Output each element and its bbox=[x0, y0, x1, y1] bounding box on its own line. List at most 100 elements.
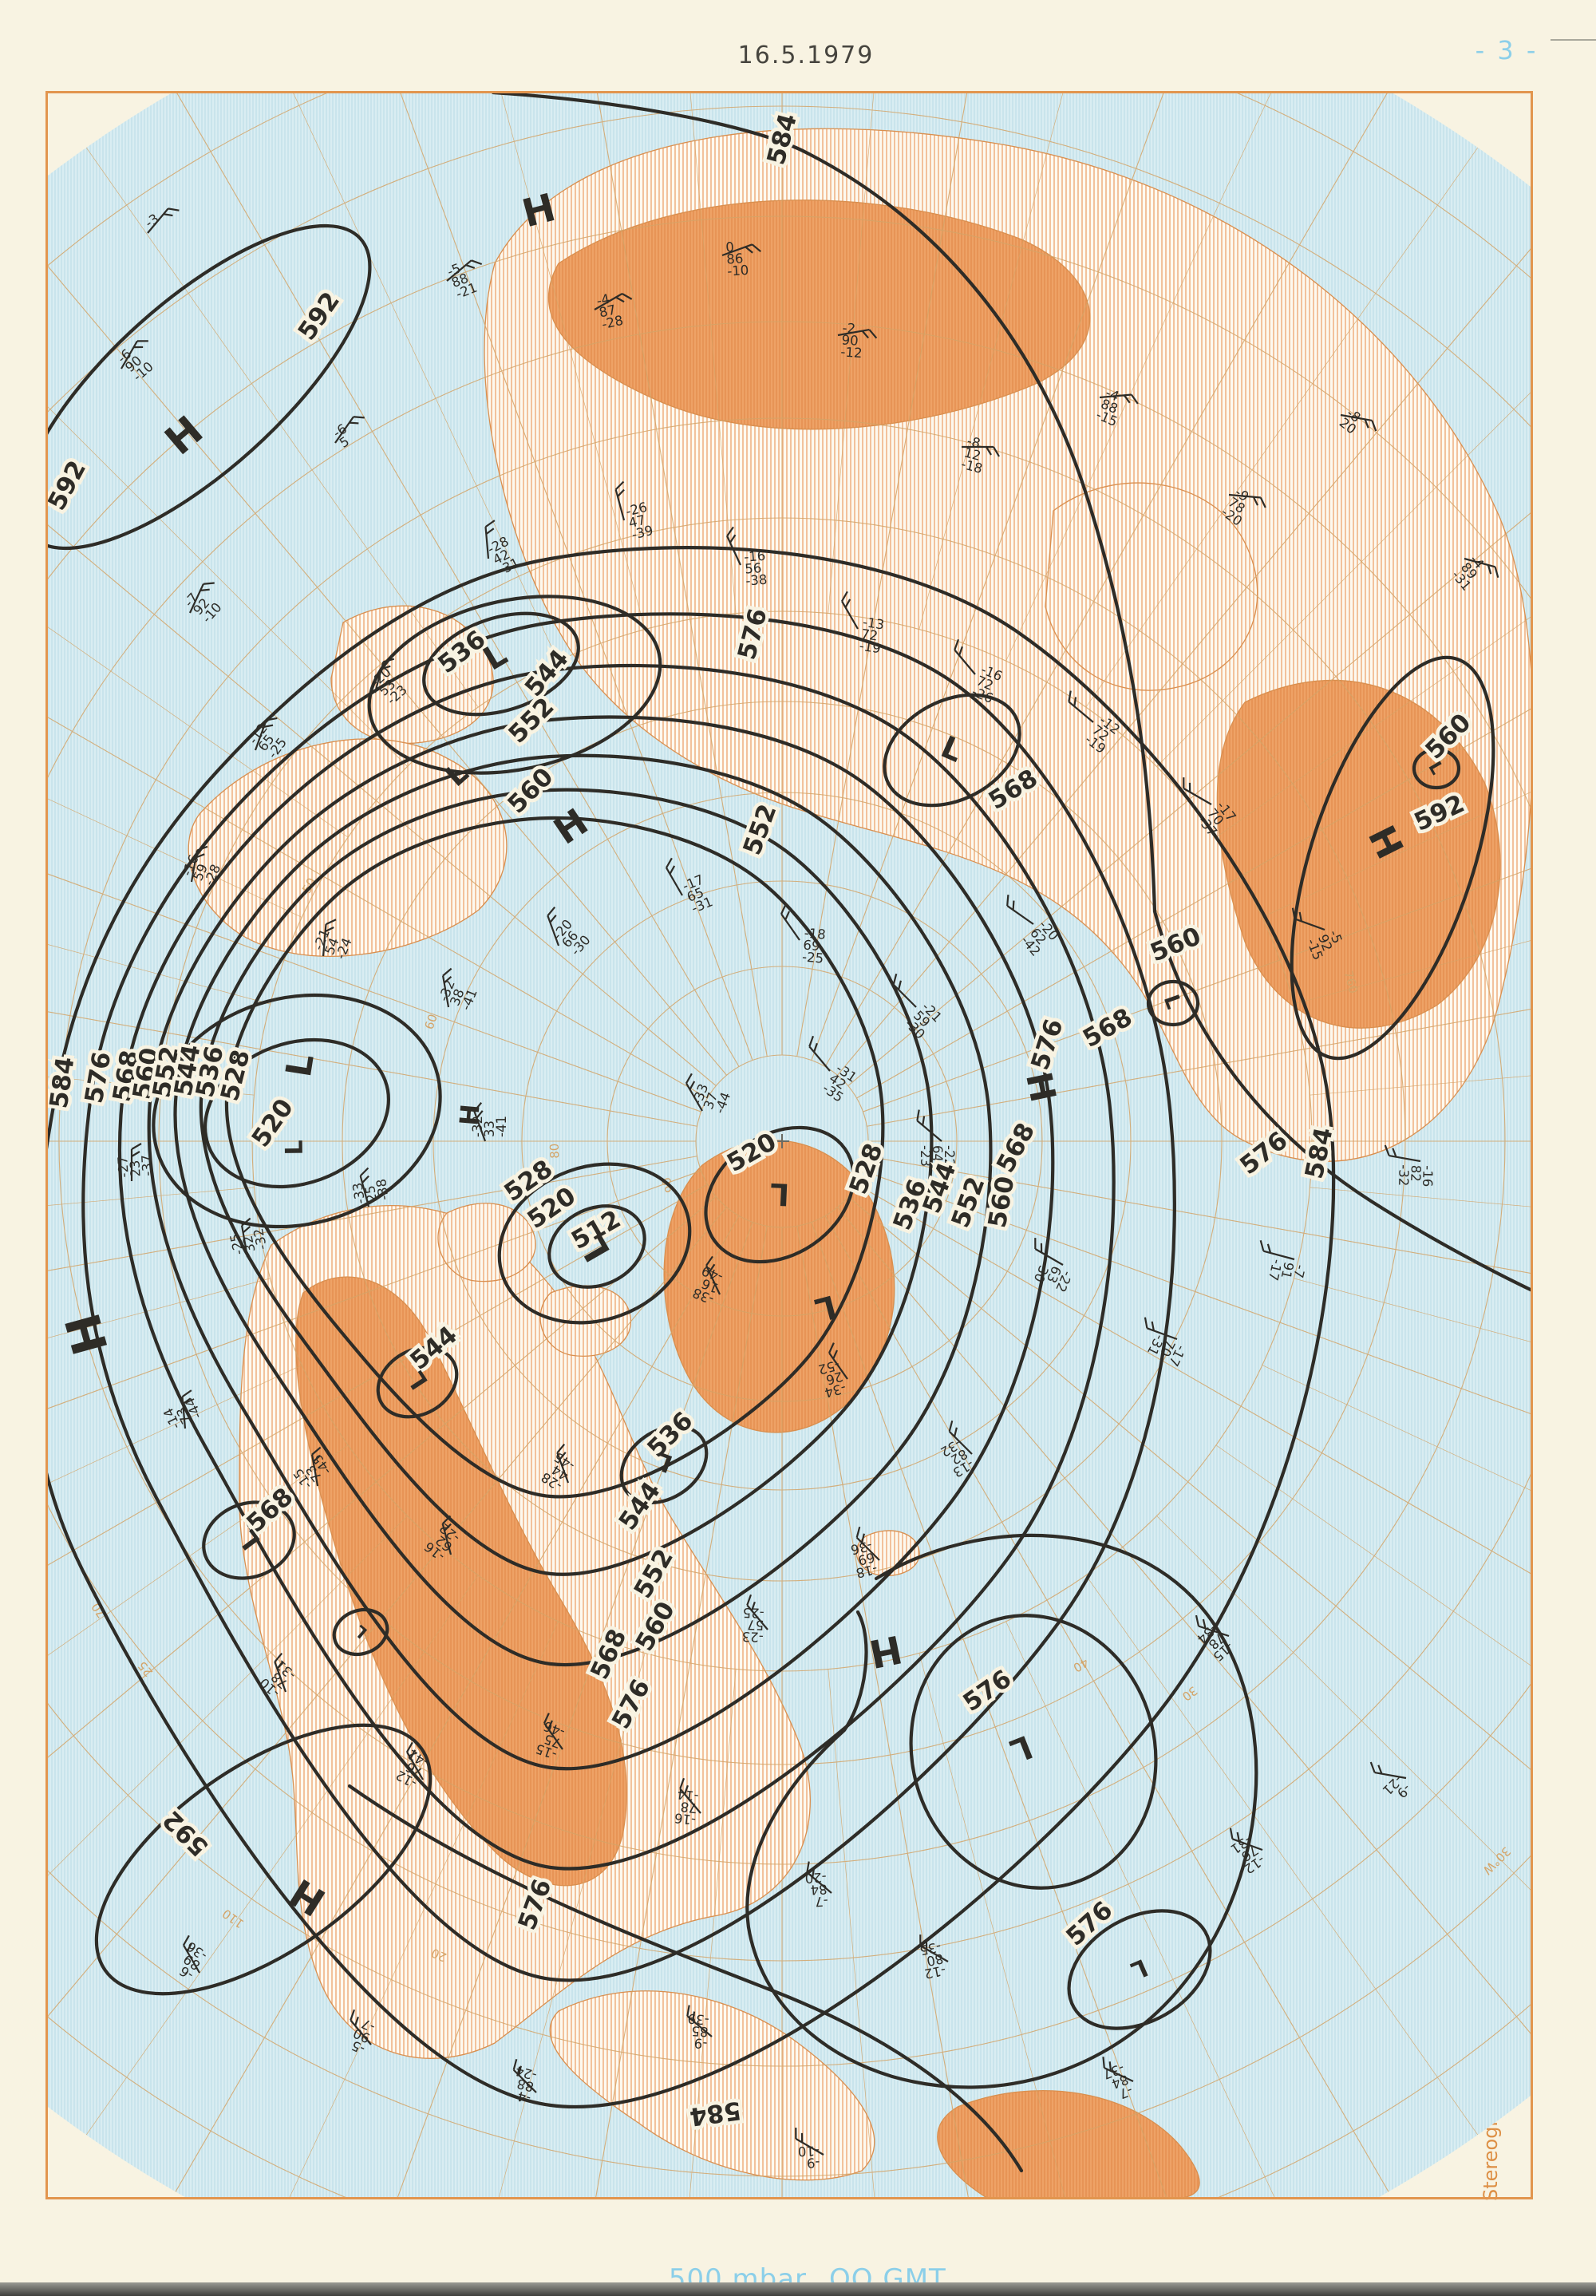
wind-barb-icon bbox=[837, 328, 878, 339]
wind-barb-icon bbox=[1291, 907, 1325, 931]
closed-contour-cell bbox=[1412, 747, 1461, 790]
wind-barb-icon bbox=[808, 1035, 831, 1072]
closed-contour-cell bbox=[909, 1614, 1158, 1890]
closed-contour-cell bbox=[704, 1125, 855, 1264]
svg-text:12: 12 bbox=[962, 445, 982, 464]
wind-barb-icon bbox=[446, 259, 483, 282]
graticule-label: 80 bbox=[547, 1143, 563, 1159]
svg-text:-2: -2 bbox=[842, 320, 856, 336]
land-mass bbox=[549, 1990, 875, 2181]
svg-text:-12: -12 bbox=[840, 344, 863, 361]
svg-text:80: 80 bbox=[926, 1950, 945, 1969]
wind-barb-icon bbox=[721, 243, 761, 257]
station-values: -985-39 bbox=[687, 2011, 709, 2052]
wind-barb-icon bbox=[726, 526, 741, 566]
wind-barb-icon bbox=[473, 1102, 487, 1142]
station-values: -588-21 bbox=[445, 261, 480, 302]
svg-text:-16: -16 bbox=[744, 548, 766, 565]
wind-barb-icon bbox=[1183, 777, 1212, 805]
svg-text:56: 56 bbox=[745, 560, 762, 576]
svg-text:-23: -23 bbox=[918, 1145, 933, 1167]
pole-mark bbox=[775, 1134, 789, 1148]
closed-contour-cell bbox=[497, 1162, 692, 1325]
svg-text:33: 33 bbox=[482, 1120, 497, 1137]
wind-barb-icon bbox=[1229, 1828, 1263, 1851]
wind-barb-icon bbox=[948, 1421, 973, 1455]
land-mass bbox=[437, 1203, 536, 1282]
wind-barb-icon bbox=[441, 1515, 452, 1555]
wind-barb-icon bbox=[855, 1527, 880, 1561]
wind-barb-icon bbox=[406, 1741, 424, 1780]
wind-barb-icon bbox=[1369, 1761, 1407, 1780]
isohypse-contours bbox=[48, 93, 1531, 2173]
wind-barb-icon bbox=[130, 1143, 142, 1181]
closed-contour-cell bbox=[1067, 1909, 1212, 2030]
svg-text:-4: -4 bbox=[1104, 385, 1122, 404]
wind-barb-icon bbox=[274, 1653, 287, 1693]
svg-text:-35: -35 bbox=[918, 1939, 942, 1958]
wind-barb-icon bbox=[512, 2059, 537, 2093]
wind-barb-icon bbox=[1068, 690, 1094, 723]
wind-barb-icon bbox=[594, 293, 633, 310]
land-mass bbox=[330, 605, 494, 745]
wind-barb-icon bbox=[359, 1167, 370, 1207]
wind-barb-icon bbox=[254, 717, 278, 751]
closed-contour-cell bbox=[1290, 655, 1495, 1061]
wind-barb-icon bbox=[916, 1109, 942, 1142]
wind-barb-icon bbox=[892, 974, 917, 1008]
svg-text:82: 82 bbox=[1408, 1165, 1424, 1183]
svg-text:69: 69 bbox=[803, 937, 821, 954]
svg-text:-19: -19 bbox=[859, 638, 882, 657]
station-values: -9-10 bbox=[797, 2143, 820, 2171]
closed-contour-cell bbox=[883, 693, 1021, 808]
svg-text:57: 57 bbox=[747, 1617, 764, 1633]
wind-barb-icon bbox=[240, 1217, 251, 1258]
date-label: 16.5.1979 bbox=[737, 41, 875, 69]
svg-text:-14: -14 bbox=[677, 1786, 700, 1804]
isohypse-open bbox=[347, 1784, 1024, 2173]
station-values: -290-12 bbox=[840, 320, 863, 361]
svg-text:-37: -37 bbox=[139, 1154, 156, 1176]
svg-text:-4: -4 bbox=[516, 2089, 532, 2107]
svg-text:-38: -38 bbox=[373, 1178, 392, 1202]
wind-barb-icon bbox=[373, 658, 395, 694]
station-plot: -489-31 bbox=[1448, 551, 1499, 594]
wind-barb-icon bbox=[1195, 1614, 1230, 1638]
svg-text:-18: -18 bbox=[804, 926, 827, 943]
svg-text:47: 47 bbox=[627, 512, 647, 532]
svg-text:-22: -22 bbox=[942, 1145, 957, 1167]
wind-barb-icon bbox=[350, 2009, 372, 2045]
wind-barb-icon bbox=[1340, 413, 1377, 432]
closed-contour-cell bbox=[202, 1500, 296, 1580]
svg-text:88: 88 bbox=[516, 2076, 535, 2095]
svg-text:-32: -32 bbox=[470, 1116, 485, 1137]
land-mass bbox=[547, 200, 1091, 430]
wind-barb-icon bbox=[189, 582, 215, 614]
svg-text:-5: -5 bbox=[445, 261, 463, 280]
closed-contour-cell bbox=[1146, 979, 1200, 1027]
wind-barb-icon bbox=[954, 638, 976, 675]
low-center-marker: L bbox=[769, 1176, 790, 1212]
wind-barb-icon bbox=[746, 1594, 768, 1630]
svg-text:-20: -20 bbox=[804, 1869, 827, 1886]
station-values: -592-15 bbox=[1304, 928, 1345, 962]
svg-text:-10: -10 bbox=[797, 2143, 820, 2159]
svg-text:-7: -7 bbox=[359, 2016, 377, 2035]
wind-barb-icon bbox=[962, 445, 1000, 457]
wind-barb-icon bbox=[441, 967, 452, 1008]
station-plot: -9-10 bbox=[795, 2128, 824, 2171]
wind-barb-icon bbox=[334, 416, 365, 444]
station-values: -791-17 bbox=[1266, 1258, 1309, 1282]
